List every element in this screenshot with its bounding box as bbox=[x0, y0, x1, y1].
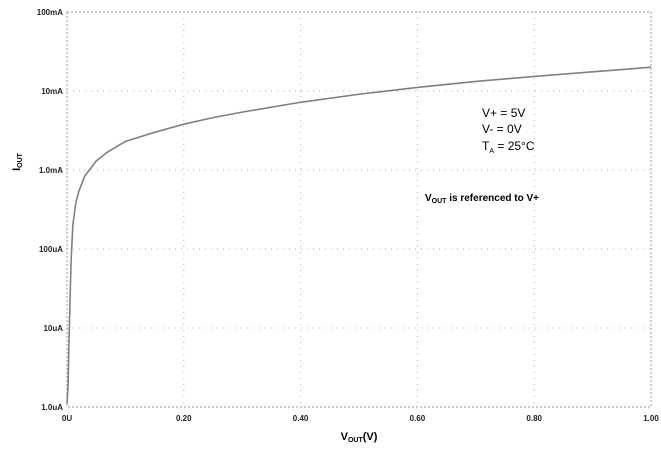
x-axis-title-main: V bbox=[341, 431, 349, 443]
x-tick-label: 0.20 bbox=[176, 414, 192, 423]
y-axis-title-main: I bbox=[11, 168, 23, 171]
annotation-temperature-sub: A bbox=[489, 148, 494, 155]
grid bbox=[67, 12, 651, 407]
reference-note-main: V bbox=[425, 193, 432, 204]
y-tick-label: 10uA bbox=[43, 324, 63, 333]
series-line-iout bbox=[66, 66, 652, 404]
y-axis-title: IOUT bbox=[11, 152, 24, 171]
x-tick-label: 0.60 bbox=[410, 414, 426, 423]
y-tick-labels: 1.0uA 10uA 100uA 1.0mA 10mA 100mA bbox=[37, 8, 63, 412]
annotation-temperature: TA = 25°C bbox=[482, 139, 535, 155]
plot-frame bbox=[66, 11, 652, 408]
annotation-vplus: V+ = 5V bbox=[482, 106, 525, 120]
annotation-vminus: V- = 0V bbox=[482, 122, 522, 136]
x-axis-title: VOUT(V) bbox=[341, 431, 378, 444]
y-tick-label: 1.0mA bbox=[39, 166, 63, 175]
x-axis-title-sub: OUT bbox=[348, 437, 364, 444]
annotation-temperature-main: T bbox=[482, 139, 490, 153]
x-tick-label: 1.00 bbox=[643, 414, 659, 423]
y-tick-label: 100uA bbox=[39, 245, 63, 254]
reference-note-rest: is referenced to V+ bbox=[446, 193, 539, 204]
annotation-vminus-main: V- = 0V bbox=[482, 122, 522, 136]
annotation-vplus-main: V+ = 5V bbox=[482, 106, 525, 120]
annotation-temperature-rest: = 25°C bbox=[494, 139, 535, 153]
y-tick-label: 10mA bbox=[41, 87, 63, 96]
y-tick-label: 100mA bbox=[37, 8, 63, 17]
y-axis-title-sub: OUT bbox=[17, 152, 24, 168]
reference-note: VOUT is referenced to V+ bbox=[425, 193, 539, 205]
x-tick-label: 0.40 bbox=[293, 414, 309, 423]
x-tick-label: 0U bbox=[62, 414, 72, 423]
y-tick-label: 1.0uA bbox=[41, 403, 63, 412]
reference-note-sub: OUT bbox=[432, 198, 448, 205]
x-tick-labels: 0U 0.20 0.40 0.60 0.80 1.00 bbox=[62, 414, 659, 423]
x-axis-title-suffix: (V) bbox=[363, 431, 378, 443]
x-tick-label: 0.80 bbox=[526, 414, 542, 423]
series-layer bbox=[66, 66, 652, 404]
